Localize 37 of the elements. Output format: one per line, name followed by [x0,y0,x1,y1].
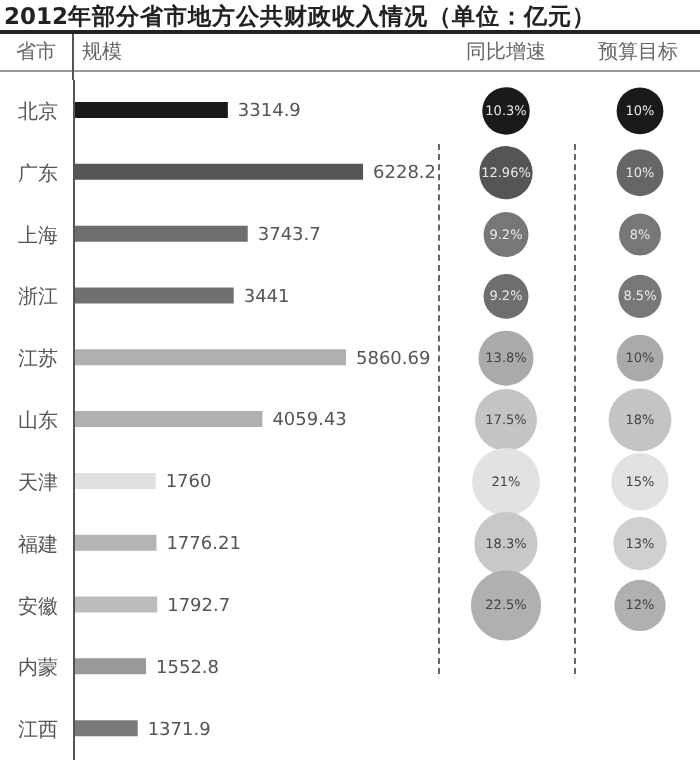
bar [74,225,248,242]
y-tick-label: 山东 [18,409,58,434]
bar [74,534,157,551]
text: 预算目标 [598,39,678,66]
bar [74,102,228,118]
data-label: 6228.2 [373,164,437,185]
bar [74,287,234,304]
y-tick-label: 天津 [18,470,58,495]
bar [74,472,156,489]
y-tick-label: 江西 [18,718,58,743]
data-label: 3314.9 [237,102,302,123]
data-label: 1371.9 [147,720,212,741]
data-label: 4059.43 [272,411,347,432]
data-label: 1776.21 [166,535,241,556]
y-tick-label: 江苏 [18,347,58,372]
bar [74,411,263,428]
bar [74,658,147,675]
y-tick-label: 内蒙 [18,656,58,681]
y-tick-label: 安徽 [18,594,58,619]
bar [74,349,347,366]
y-tick-label: 上海 [18,223,58,248]
text: 同比增速 [466,39,546,66]
y-tick-label: 福建 [18,532,58,557]
y-axis-title: 省市 [16,39,56,66]
y-tick-label: 北京 [18,100,58,125]
bar [74,596,158,613]
x-axis-title: 规模 [82,39,122,66]
y-tick-label: 广东 [18,161,58,186]
data-label: 1552.8 [156,658,220,679]
data-label: 3743.7 [257,226,321,247]
chart-title: 2012年部分省市地方公共财政收入情况（单位：亿元） [4,2,597,32]
data-label: 5860.69 [356,349,431,370]
data-label: 1792.7 [167,596,231,617]
data-label: 3441 [243,287,290,308]
bar [74,720,138,737]
data-label: 1760 [165,473,213,494]
y-tick-label: 浙江 [18,285,58,310]
